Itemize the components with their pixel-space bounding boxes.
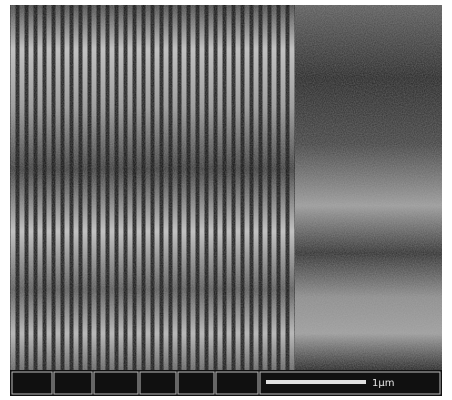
page: 1μm (() => { const data = JSON.parse(doc… [0,0,452,400]
micrograph: 1μm [0,0,452,400]
scale-label: 1μm [372,378,394,389]
image-noise [10,5,442,370]
scale-bar [266,380,366,384]
